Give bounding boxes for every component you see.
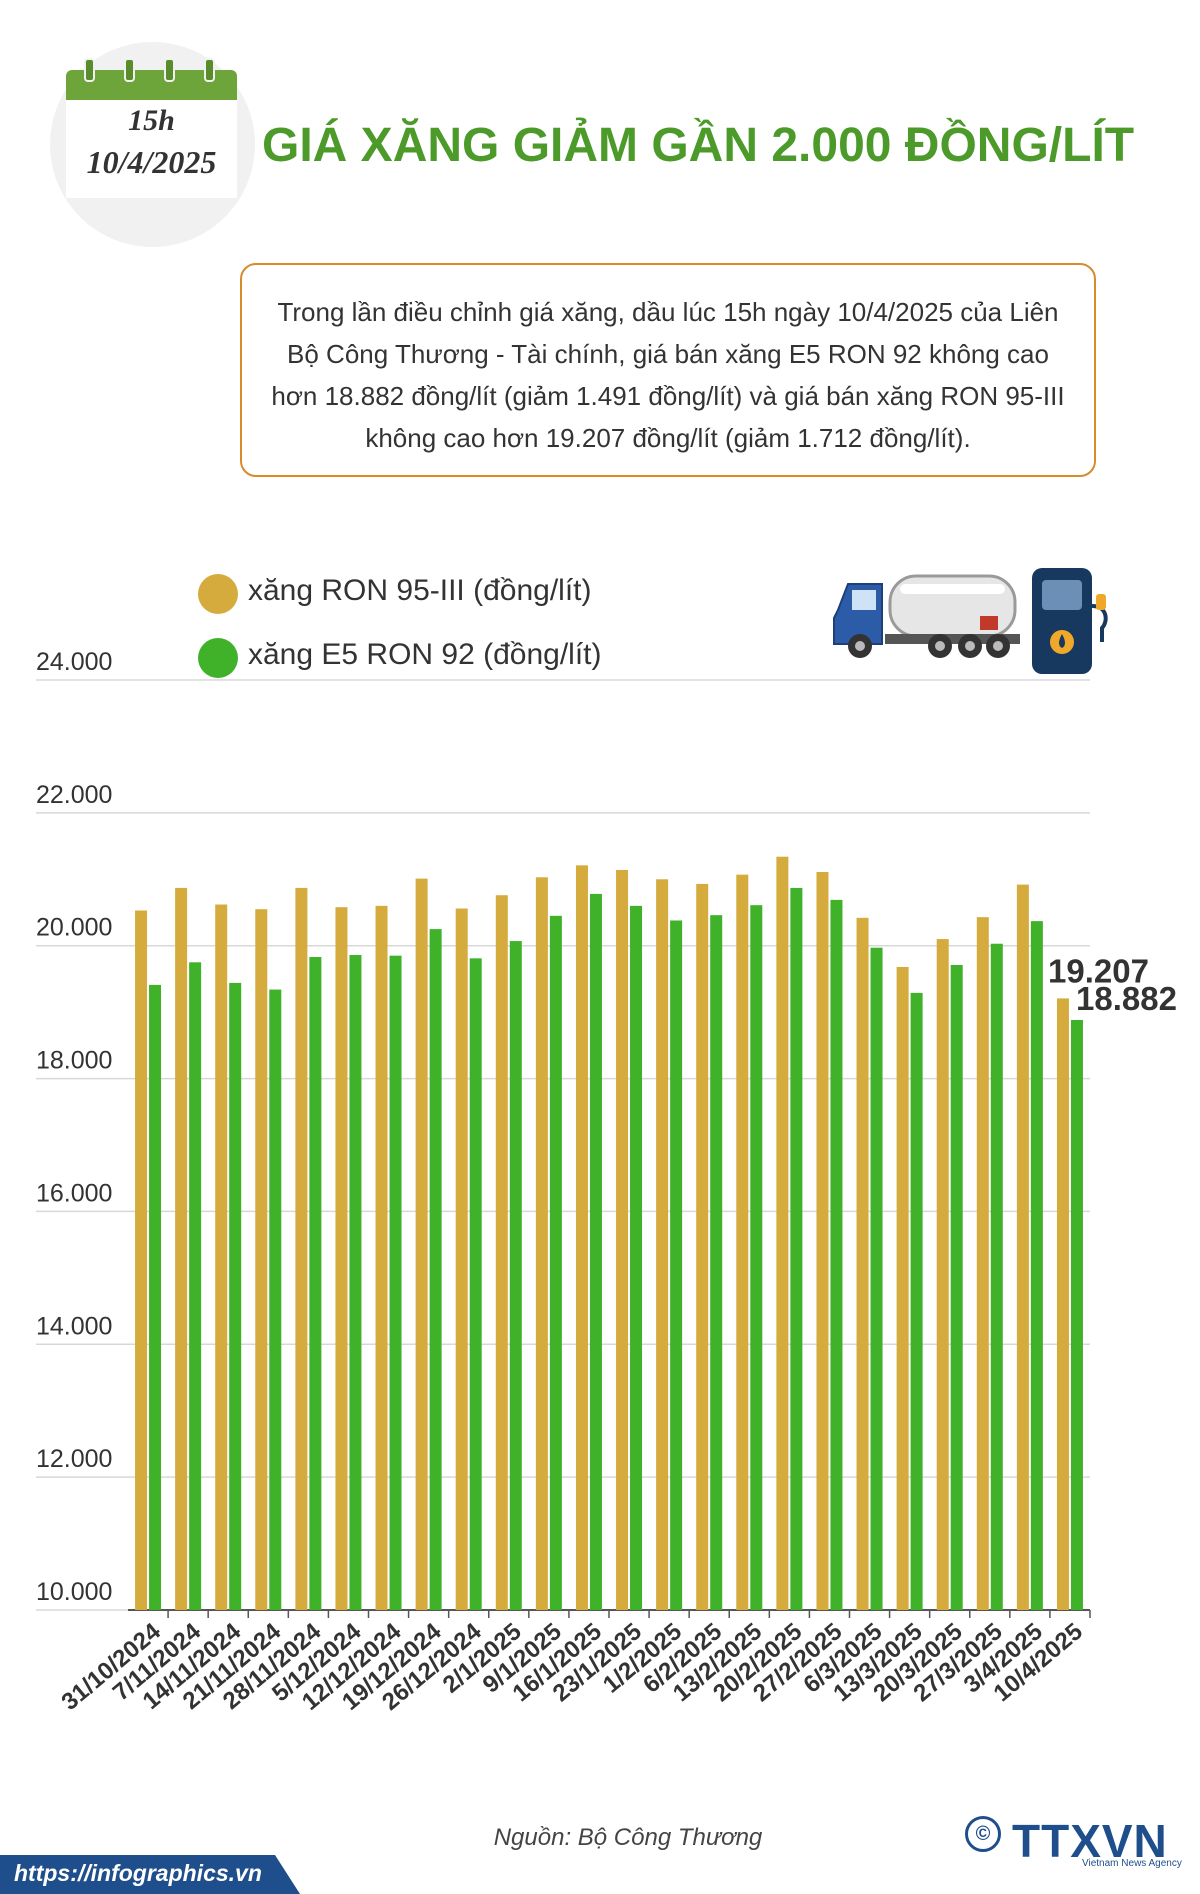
y-tick-label: 24.000	[36, 648, 112, 676]
bar-ron95	[455, 908, 468, 1610]
bar-ron95	[255, 909, 268, 1610]
legend-dot-ron95	[198, 574, 238, 614]
bar-e5	[1030, 921, 1043, 1610]
y-tick-label: 14.000	[36, 1312, 112, 1340]
bar-e5	[870, 947, 883, 1610]
bar-e5	[509, 941, 522, 1610]
bar-e5	[349, 955, 362, 1610]
bar-e5	[589, 893, 602, 1610]
bar-e5	[149, 984, 162, 1610]
bar-e5	[750, 905, 763, 1610]
bar-ron95	[175, 887, 188, 1610]
bar-ron95	[736, 874, 749, 1610]
y-tick-label: 20.000	[36, 914, 112, 942]
calendar-page: 15h 10/4/2025	[66, 100, 237, 198]
bar-e5	[990, 943, 1003, 1610]
bar-e5	[429, 929, 442, 1610]
bar-ron95	[616, 869, 629, 1610]
bar-e5	[469, 958, 482, 1610]
copyright-icon: ©	[965, 1816, 1001, 1852]
y-tick-label: 16.000	[36, 1179, 112, 1207]
calendar-icon	[66, 58, 237, 100]
bar-ron95	[816, 871, 829, 1610]
bar-ron95	[375, 905, 388, 1610]
bar-e5	[830, 899, 843, 1610]
y-tick-label: 10.000	[36, 1578, 112, 1606]
bar-ron95	[535, 877, 548, 1610]
description-text: Trong lần điều chỉnh giá xăng, dầu lúc 1…	[271, 297, 1065, 453]
legend-label-ron95: xăng RON 95-III (đồng/lít)	[248, 574, 592, 607]
bar-ron95	[896, 966, 909, 1610]
page-title: GIÁ XĂNG GIẢM GẦN 2.000 ĐỒNG/LÍT	[262, 119, 1135, 172]
bar-e5	[790, 887, 803, 1610]
calendar-date: 10/4/2025	[86, 144, 217, 180]
bar-e5	[950, 964, 963, 1610]
end-label-e5: 18.882	[1076, 980, 1177, 1017]
bar-e5	[910, 992, 923, 1610]
y-tick-label: 12.000	[36, 1445, 112, 1473]
bar-e5	[269, 989, 282, 1610]
ttxvn-logo: TTXVN	[1012, 1815, 1168, 1867]
calendar-time: 15h	[128, 104, 175, 137]
bar-e5	[229, 982, 242, 1610]
legend-dot-e5	[198, 638, 238, 678]
bar-ron95	[335, 907, 348, 1610]
bar-ron95	[295, 887, 308, 1610]
bar-ron95	[1056, 998, 1069, 1610]
description-box: Trong lần điều chỉnh giá xăng, dầu lúc 1…	[240, 263, 1096, 477]
footer-url[interactable]: https://infographics.vn	[14, 1860, 262, 1886]
bar-ron95	[776, 856, 789, 1610]
bar-ron95	[135, 910, 148, 1610]
bar-ron95	[976, 917, 989, 1610]
footer-url-bar	[0, 1855, 300, 1894]
tanker-truck-icon	[833, 574, 1020, 658]
bar-e5	[389, 955, 402, 1610]
bar-e5	[630, 905, 643, 1610]
bar-e5	[1070, 1019, 1083, 1610]
bar-ron95	[215, 904, 228, 1610]
y-tick-label: 18.000	[36, 1047, 112, 1075]
bar-ron95	[936, 939, 949, 1610]
source-note: Nguồn: Bộ Công Thương	[493, 1824, 763, 1851]
bar-ron95	[856, 917, 869, 1610]
end-label-ron95: 19.207	[1048, 952, 1149, 989]
bar-e5	[309, 957, 322, 1610]
bar-e5	[189, 962, 202, 1610]
bar-ron95	[696, 883, 709, 1610]
ttxvn-logo-subtitle: Vietnam News Agency	[1082, 1858, 1182, 1869]
y-tick-label: 22.000	[36, 781, 112, 809]
bar-ron95	[575, 865, 588, 1610]
bar-e5	[670, 920, 683, 1610]
bar-e5	[549, 915, 562, 1610]
bar-ron95	[1016, 884, 1029, 1610]
fuel-pump-icon	[1032, 568, 1108, 674]
bar-e5	[710, 915, 723, 1610]
legend-label-e5: xăng E5 RON 92 (đồng/lít)	[248, 638, 602, 671]
bar-ron95	[415, 878, 428, 1610]
price-bar-chart: 24.000 22.000 20.000 18.000 16.000 14.000 12.0…	[36, 648, 1177, 1716]
bar-ron95	[495, 895, 508, 1610]
bar-ron95	[656, 879, 669, 1610]
